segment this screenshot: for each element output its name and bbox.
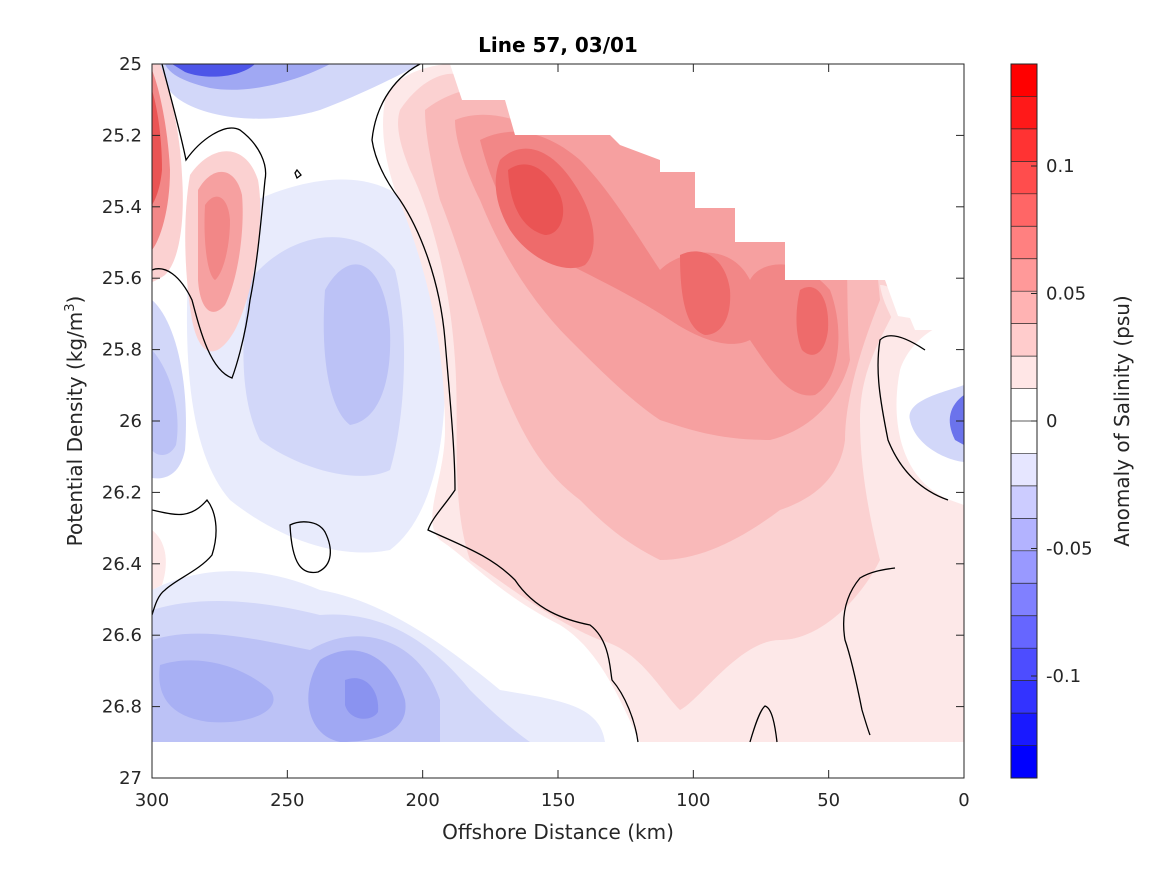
y-tick-label: 26.8 <box>102 697 142 718</box>
no-data-top-right <box>450 64 964 330</box>
zero-contour-3 <box>152 498 217 616</box>
negative-top-left-core <box>172 64 255 77</box>
colorbar-band <box>1011 128 1037 162</box>
y-axis-label: Potential Density (kg/m3) <box>63 296 87 547</box>
x-tick-label: 200 <box>405 790 439 811</box>
negative-min-275 <box>159 660 274 723</box>
colorbar-tick-label: -0.1 <box>1046 666 1081 687</box>
x-axis-label: Offshore Distance (km) <box>442 820 674 844</box>
zero-contour-lines <box>152 64 949 743</box>
colorbar-band <box>1011 453 1037 487</box>
zero-contour-1 <box>152 64 267 379</box>
colorbar-band <box>1011 96 1037 130</box>
colorbar-tick-label: 0.1 <box>1046 156 1075 177</box>
x-tick-label: 150 <box>541 790 575 811</box>
colorbar-band <box>1011 518 1037 552</box>
y-tick-label: 25.6 <box>102 268 142 289</box>
y-tick-label: 25.4 <box>102 197 142 218</box>
negative-mid-core <box>323 264 391 425</box>
colorbar-band <box>1011 291 1037 325</box>
chart-title: Line 57, 03/01 <box>478 33 638 57</box>
zero-contour-4 <box>289 521 331 574</box>
y-axis-label-tail: ) <box>63 296 87 304</box>
colorbar-band <box>1011 745 1037 779</box>
x-tick-label: 50 <box>817 790 840 811</box>
positive-max-275-core <box>204 196 230 280</box>
y-tick-label: 25.8 <box>102 340 142 361</box>
salinity-anomaly-field <box>152 64 964 778</box>
negative-right-edge <box>909 385 964 462</box>
colorbar-tick-label: 0.05 <box>1046 284 1086 305</box>
zero-contour-8 <box>749 705 778 743</box>
colorbar-band <box>1011 64 1037 97</box>
y-axis-label-sup: 3 <box>63 303 78 311</box>
colorbar <box>1011 63 1037 779</box>
colorbar-band <box>1011 550 1037 584</box>
negative-min-220-core <box>345 678 379 719</box>
y-tick-label: 25 <box>119 54 142 75</box>
positive-max-95 <box>680 251 731 335</box>
zero-contour-5 <box>294 168 302 180</box>
colorbar-band <box>1011 193 1037 227</box>
colorbar-band <box>1011 226 1037 260</box>
x-tick-label: 300 <box>135 790 169 811</box>
y-axis: 25 25.2 25.4 25.6 25.8 26 26.2 26.4 26.6 26.8 27 <box>102 54 964 789</box>
colorbar-band <box>1011 583 1037 617</box>
negative-left-edge-core <box>152 350 178 455</box>
colorbar-band <box>1011 258 1037 292</box>
colorbar-label: Anomaly of Salinity (psu) <box>1110 295 1134 546</box>
zero-contour-6 <box>877 335 949 501</box>
colorbar-band <box>1011 356 1037 390</box>
x-tick-label: 250 <box>270 790 304 811</box>
x-tick-label: 100 <box>676 790 710 811</box>
positive-left-edge-core <box>152 90 162 205</box>
y-tick-label: 26.4 <box>102 554 142 575</box>
colorbar-band <box>1011 421 1037 454</box>
zero-contour-7 <box>843 567 896 736</box>
colorbar-band <box>1011 161 1037 195</box>
colorbar-tick-label: 0 <box>1046 411 1057 432</box>
x-tick-label: 0 <box>958 790 969 811</box>
positive-max-160-core <box>508 164 564 235</box>
colorbar-ticks: 0.1 0.05 0 -0.05 -0.1 <box>1031 156 1093 687</box>
y-tick-label: 27 <box>119 768 142 789</box>
colorbar-band <box>1011 388 1037 422</box>
negative-right-edge-core <box>949 395 964 445</box>
zero-contour-2 <box>371 64 639 743</box>
colorbar-tick-label: -0.05 <box>1046 539 1093 560</box>
colorbar-band <box>1011 615 1037 649</box>
y-axis-label-main: Potential Density (kg/m <box>63 312 87 547</box>
positive-patch-left <box>152 530 166 590</box>
colorbar-band <box>1011 713 1037 747</box>
colorbar-band <box>1011 323 1037 357</box>
positive-patch-right-bottom <box>805 708 845 742</box>
colorbar-band <box>1011 680 1037 714</box>
y-tick-label: 25.2 <box>102 125 142 146</box>
colorbar-band <box>1011 485 1037 519</box>
positive-max-55 <box>796 286 829 355</box>
y-tick-label: 26.2 <box>102 482 142 503</box>
y-tick-label: 26.6 <box>102 625 142 646</box>
x-axis: 300 250 200 150 100 50 0 <box>135 64 970 811</box>
y-tick-label: 26 <box>119 411 142 432</box>
